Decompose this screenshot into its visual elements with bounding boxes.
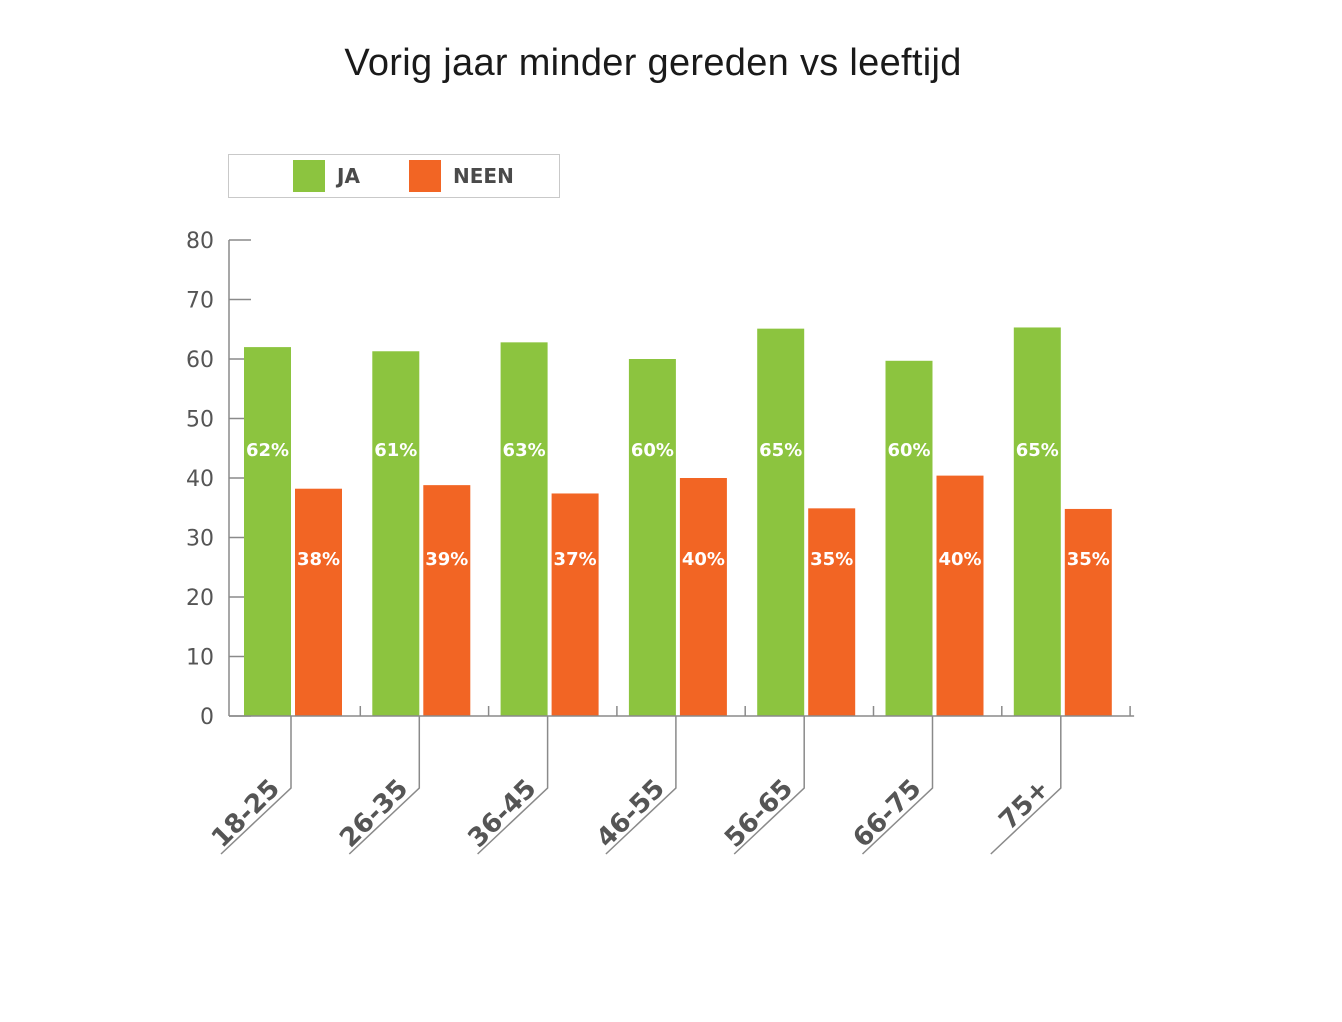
value-label: 40%: [682, 549, 725, 570]
category-leader: [861, 716, 934, 855]
category-label: 75+: [994, 774, 1056, 836]
bar-ja-18-25: [244, 347, 291, 716]
bar-ja-26-35: [372, 351, 420, 716]
value-label: 37%: [554, 549, 597, 570]
y-tick-label: 40: [186, 467, 214, 492]
category-label: 26-35: [334, 774, 414, 854]
legend-item-ja: JA: [293, 160, 360, 192]
bar-neen-18-25: [295, 488, 342, 716]
y-tick-label: 80: [186, 229, 214, 254]
bar-ja-75+: [1013, 327, 1061, 716]
legend-swatch-neen: [409, 160, 441, 192]
bar-ja-56-65: [757, 328, 805, 716]
category-label: 46-55: [591, 774, 671, 854]
value-label: 39%: [425, 549, 468, 570]
y-tick-label: 0: [200, 705, 214, 730]
category-label: 36-45: [463, 774, 543, 854]
bar-ja-36-45: [500, 342, 548, 716]
chart-title: Vorig jaar minder gereden vs leeftijd: [344, 42, 962, 84]
bar-neen-46-55: [679, 478, 727, 716]
category-label: 56-65: [719, 774, 799, 854]
bar-neen-56-65: [808, 508, 856, 716]
category-leader: [477, 716, 549, 855]
y-tick-label: 50: [186, 408, 214, 433]
legend-swatch-ja: [293, 160, 325, 192]
value-label: 35%: [810, 549, 853, 570]
y-tick-label: 20: [186, 586, 214, 611]
bar-ja-46-55: [628, 359, 676, 716]
value-label: 62%: [246, 440, 289, 461]
y-tick-label: 60: [186, 348, 214, 373]
category-leader: [220, 716, 292, 855]
legend-label-neen: NEEN: [453, 164, 514, 188]
value-label: 63%: [503, 440, 546, 461]
category-label: 66-75: [847, 774, 927, 854]
legend-label-ja: JA: [337, 164, 360, 188]
y-tick-label: 10: [186, 646, 214, 671]
category-leader: [990, 716, 1062, 855]
value-label: 61%: [374, 440, 417, 461]
legend-item-neen: NEEN: [409, 160, 514, 192]
bar-neen-75+: [1064, 508, 1112, 716]
category-leader: [348, 716, 421, 855]
value-label: 60%: [631, 440, 674, 461]
category-leader: [733, 716, 805, 855]
category-leader: [605, 716, 677, 855]
bar-neen-36-45: [551, 493, 599, 716]
y-tick-label: 70: [186, 289, 214, 314]
category-label: 18-25: [206, 774, 286, 854]
y-tick-label: 30: [186, 527, 214, 552]
value-label: 35%: [1067, 549, 1110, 570]
value-label: 38%: [297, 549, 340, 570]
bar-ja-66-75: [885, 360, 933, 716]
legend: JA NEEN: [228, 154, 560, 198]
bar-neen-26-35: [423, 485, 471, 716]
value-label: 65%: [759, 440, 802, 461]
value-label: 40%: [938, 549, 981, 570]
bar-neen-66-75: [936, 475, 984, 716]
value-label: 65%: [1016, 440, 1059, 461]
value-label: 60%: [887, 440, 930, 461]
